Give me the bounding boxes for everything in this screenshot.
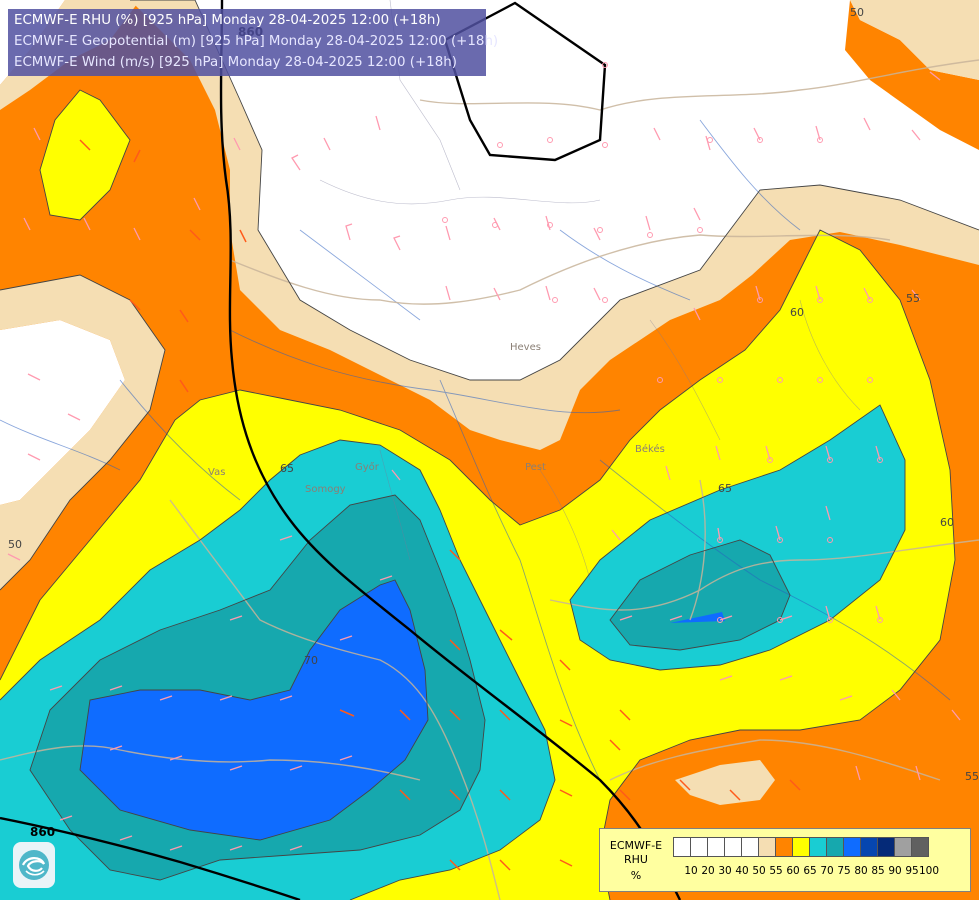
legend-swatch [775, 837, 793, 857]
contour-label-55-lower: 55 [965, 770, 979, 783]
legend-tick-label: 85 [871, 865, 885, 877]
wind-barbs-strong [79, 139, 801, 871]
legend-tick-label: 55 [769, 865, 783, 877]
place-label-gyor: Győr [355, 461, 380, 473]
place-label-bekes: Békés [635, 443, 665, 455]
geopotential-label-bottom: 860 [30, 825, 55, 839]
rhu-tan-left [0, 275, 165, 590]
legend-variable-label: RHU [624, 853, 648, 866]
rhu-blue-right [670, 612, 725, 623]
title-geopotential: ECMWF-E Geopotential (m) [925 hPa] Monda… [14, 34, 499, 49]
legend-swatch [911, 837, 929, 857]
place-label-pest: Pest [525, 462, 546, 473]
legend-tick-label: 40 [735, 865, 749, 877]
logo-graphic [19, 850, 49, 880]
legend-tick-label: 10 [684, 865, 698, 877]
legend-swatch [860, 837, 878, 857]
contour-label-50-left: 50 [8, 538, 22, 551]
geopotential-line-west [219, 0, 682, 900]
geopotential-lines [0, 0, 682, 900]
legend-tick-label: 75 [837, 865, 851, 877]
rhu-tan-lower-right [675, 760, 775, 805]
legend-tick-label: 95 [905, 865, 919, 877]
legend-swatch [741, 837, 759, 857]
legend-swatch [673, 837, 691, 857]
rhu-white-left [0, 320, 125, 505]
place-label-vas: Vas [208, 467, 225, 478]
contour-label-65-b: 65 [718, 482, 732, 495]
legend-swatch [809, 837, 827, 857]
country-borders [0, 59, 979, 900]
rhu-legend: ECMWF-E RHU % 10 20 30 40 50 55 60 65 70 75 80 85 90… [599, 828, 971, 892]
legend-tick-label: 65 [803, 865, 817, 877]
legend-unit-label: % [630, 869, 642, 882]
legend-tick-label: 100 [918, 865, 940, 877]
legend-swatch [843, 837, 861, 857]
legend-swatch [724, 837, 742, 857]
legend-tick-label: 70 [820, 865, 834, 877]
ecmwf-logo-icon [13, 842, 55, 888]
geopotential-line-south [0, 816, 301, 900]
contour-label-50-top: 50 [850, 6, 864, 19]
legend-tick-label: 30 [718, 865, 732, 877]
legend-swatch [758, 837, 776, 857]
contour-label-60-mid: 60 [790, 306, 804, 319]
rhu-white-top [140, 0, 979, 380]
contour-label-65: 65 [280, 462, 294, 475]
legend-swatch [690, 837, 708, 857]
legend-swatches [673, 837, 929, 857]
legend-tick-label: 80 [854, 865, 868, 877]
title-box: ECMWF-E RHU (%) [925 hPa] Monday 28-04-2… [8, 9, 498, 76]
legend-ticks: 10 20 30 40 50 55 60 65 70 75 80 85 90 95 100 [673, 865, 963, 879]
rhu-white-top-right [850, 0, 979, 80]
legend-swatch [877, 837, 895, 857]
legend-swatch [894, 837, 912, 857]
rhu-yellow-top-left [40, 90, 130, 220]
legend-tick-label: 60 [786, 865, 800, 877]
rhu-blue-left [80, 580, 428, 840]
legend-tick-label: 20 [701, 865, 715, 877]
station-markers [442, 62, 883, 623]
contour-label-60-right: 60 [940, 516, 954, 529]
legend-tick-label: 50 [752, 865, 766, 877]
legend-model-label: ECMWF-E [609, 839, 663, 852]
legend-swatch [707, 837, 725, 857]
rivers [0, 119, 951, 781]
geopotential-closed-north [443, 1, 607, 162]
rhu-tan-top [130, 0, 979, 450]
place-label-heves: Heves [510, 342, 541, 353]
contour-label-70: 70 [304, 654, 318, 667]
legend-tick-label: 90 [888, 865, 902, 877]
legend-swatch [826, 837, 844, 857]
title-rhu: ECMWF-E RHU (%) [925 hPa] Monday 28-04-2… [14, 13, 441, 28]
place-label-somogy: Somogy [305, 484, 346, 495]
legend-swatch [792, 837, 810, 857]
contour-label-55-right: 55 [906, 292, 920, 305]
title-wind: ECMWF-E Wind (m/s) [925 hPa] Monday 28-0… [14, 55, 457, 70]
